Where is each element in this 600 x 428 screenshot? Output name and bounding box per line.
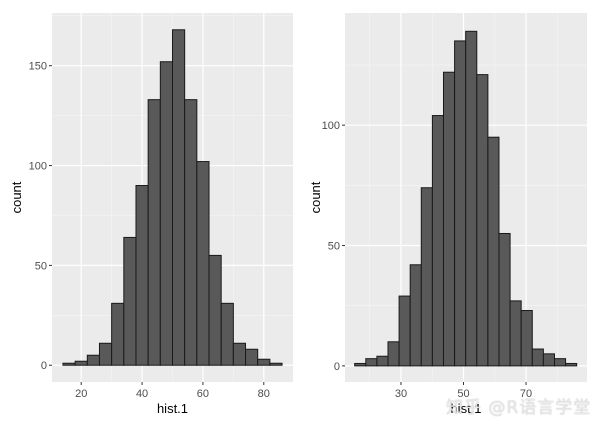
histogram-bar (354, 362, 367, 367)
y-tick-label: 100 (322, 120, 340, 132)
y-tick-label: 0 (334, 361, 340, 373)
histogram-bar (123, 236, 137, 366)
histogram-bar (454, 40, 467, 367)
histogram-bar (398, 295, 411, 367)
y-axis-title: count (9, 181, 24, 213)
x-tick-label: 60 (197, 388, 209, 400)
x-tick-label: 80 (258, 388, 270, 400)
histogram-bar (184, 99, 198, 366)
x-axis-title: hist.1 (450, 401, 481, 416)
histogram-bar (509, 300, 522, 367)
watermark-text: 知乎 @R语言学堂 (446, 398, 592, 418)
histogram-bar (159, 61, 173, 366)
histogram-bar (98, 342, 113, 366)
histogram-bar (172, 29, 186, 366)
histogram-bar (542, 353, 555, 367)
y-tick-label: 100 (29, 161, 47, 173)
histogram-bar (487, 136, 500, 367)
left-histogram: 0 50 100 150 20 40 60 80 hist.1 count (9, 13, 293, 416)
x-tick-label: 30 (395, 388, 407, 400)
x-tick-label: 50 (457, 388, 469, 400)
histogram-bar (531, 348, 544, 367)
histogram-bar (387, 341, 400, 367)
histogram-bar (86, 354, 100, 366)
y-axis-title: count (308, 181, 323, 213)
x-tick-label: 20 (75, 388, 87, 400)
histogram-bar (409, 264, 422, 367)
histogram-bar (111, 302, 125, 366)
x-axis-title: hist.1 (157, 401, 188, 416)
y-tick-label: 50 (35, 260, 47, 272)
histogram-bar (220, 302, 234, 366)
histogram-bar (245, 348, 259, 366)
histogram-bar (565, 362, 578, 367)
histogram-bar (365, 358, 378, 367)
x-tick-label: 70 (520, 388, 532, 400)
right-histogram: 0 50 100 30 50 70 hist.1 count (308, 13, 587, 416)
y-tick-label: 0 (41, 360, 47, 372)
histogram-bar (442, 71, 456, 367)
histogram-bar (257, 358, 271, 366)
histogram-bar (62, 362, 76, 366)
y-tick-label: 150 (29, 61, 47, 73)
histogram-bar (498, 232, 511, 367)
histogram-bar (420, 187, 433, 367)
histogram-bar (147, 99, 161, 366)
histogram-bar (74, 360, 88, 366)
x-tick-label: 40 (136, 388, 148, 400)
histogram-bar (135, 185, 149, 366)
histogram-bar (476, 74, 489, 367)
histogram-bar (376, 355, 389, 367)
histogram-bar (465, 30, 478, 367)
y-tick-label: 50 (328, 241, 340, 253)
histogram-bar (208, 254, 222, 366)
histogram-bar (553, 358, 567, 367)
histogram-bar (196, 161, 210, 366)
histogram-bar (431, 115, 444, 367)
histogram-bar (232, 342, 247, 366)
histogram-bar (269, 362, 283, 366)
histogram-bar (520, 310, 533, 367)
